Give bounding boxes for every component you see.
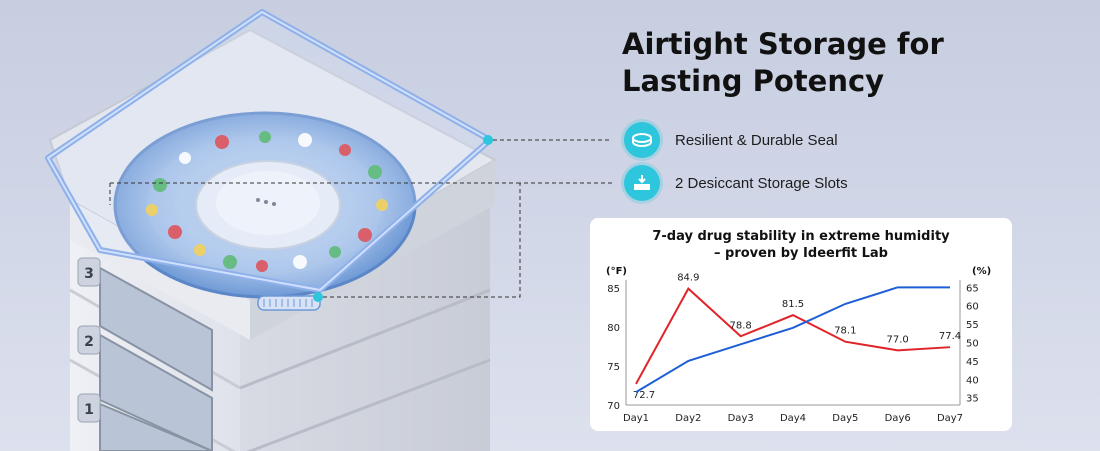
- pills: [146, 131, 388, 272]
- pill-tray: [113, 111, 417, 299]
- headline-line-1: Airtight Storage for: [622, 27, 944, 61]
- x-axis-tick-label: Day1: [623, 413, 649, 424]
- chart-title: 7-day drug stability in extreme humidity…: [590, 228, 1012, 262]
- svg-text:1: 1: [84, 402, 94, 418]
- data-label: 77.4: [939, 331, 961, 342]
- drawer-window-1: [99, 402, 213, 451]
- left-axis-unit: (°F): [606, 266, 627, 277]
- x-axis-tick-label: Day6: [885, 413, 911, 424]
- left-axis-tick-label: 85: [607, 284, 620, 295]
- data-label: 72.7: [633, 390, 655, 401]
- data-label: 77.0: [887, 334, 909, 345]
- desiccant-vent: [257, 295, 321, 311]
- data-label: 78.1: [834, 326, 856, 337]
- pill-organizer-illustration: 3 2 1: [45, 9, 498, 451]
- svg-text:3: 3: [84, 266, 94, 282]
- stability-chart-card: 7-day drug stability in extreme humidity…: [590, 218, 1012, 431]
- drawer-window-3: [99, 266, 213, 392]
- tray-number-badge-3: 3: [77, 257, 101, 287]
- desiccant-tray-icon: [624, 165, 660, 201]
- headline-line-2: Lasting Potency: [622, 64, 885, 98]
- data-label: 81.5: [782, 299, 804, 310]
- feature-seal-label: Resilient & Durable Seal: [675, 131, 838, 149]
- x-axis-tick-label: Day4: [780, 413, 806, 424]
- left-axis-tick-label: 75: [607, 362, 620, 373]
- feature-seal: Resilient & Durable Seal: [624, 122, 838, 158]
- x-axis-tick-label: Day2: [675, 413, 701, 424]
- data-label: 84.9: [677, 273, 699, 284]
- x-axis-tick-label: Day3: [728, 413, 754, 424]
- headline: Airtight Storage for Lasting Potency: [622, 26, 1042, 100]
- x-axis-tick-label: Day7: [937, 413, 963, 424]
- series-line-left-axis: [635, 286, 951, 385]
- desiccant-callout-line: [323, 182, 612, 298]
- left-axis-tick-label: 80: [607, 323, 620, 334]
- right-axis-tick-label: 55: [966, 320, 979, 331]
- right-axis-unit: (%): [972, 266, 991, 277]
- tray-number-badge-1: 1: [77, 393, 101, 423]
- right-axis-tick-label: 45: [966, 357, 979, 368]
- right-axis-tick-label: 50: [966, 339, 979, 350]
- tray-number-badge-2: 2: [77, 325, 101, 355]
- series-line-right-axis: [635, 286, 950, 393]
- desiccant-callout-dot: [313, 292, 323, 302]
- stability-line-chart: (°F) (%) 70 75 80 85 35 40 45 50 55 60 65 Day1 Day2 D…: [606, 266, 991, 424]
- right-axis-tick-label: 40: [966, 375, 979, 386]
- seal-callout-dot: [483, 135, 493, 145]
- svg-text:2: 2: [84, 334, 94, 350]
- feature-desiccant-label: 2 Desiccant Storage Slots: [675, 174, 848, 192]
- right-axis-tick-label: 65: [966, 283, 979, 294]
- right-axis-tick-label: 60: [966, 302, 979, 313]
- transparent-lid: [45, 9, 493, 293]
- right-axis-tick-label: 35: [966, 394, 979, 405]
- seal-ring-icon: [624, 122, 660, 158]
- drawer-window-2: [99, 333, 213, 451]
- data-label: 78.8: [730, 320, 752, 331]
- chart-title-line-2: – proven by Ideerfit Lab: [714, 246, 888, 261]
- chart-title-line-1: 7-day drug stability in extreme humidity: [652, 229, 950, 244]
- left-axis-tick-label: 70: [607, 401, 620, 412]
- feature-desiccant: 2 Desiccant Storage Slots: [624, 165, 848, 201]
- x-axis-tick-label: Day5: [832, 413, 858, 424]
